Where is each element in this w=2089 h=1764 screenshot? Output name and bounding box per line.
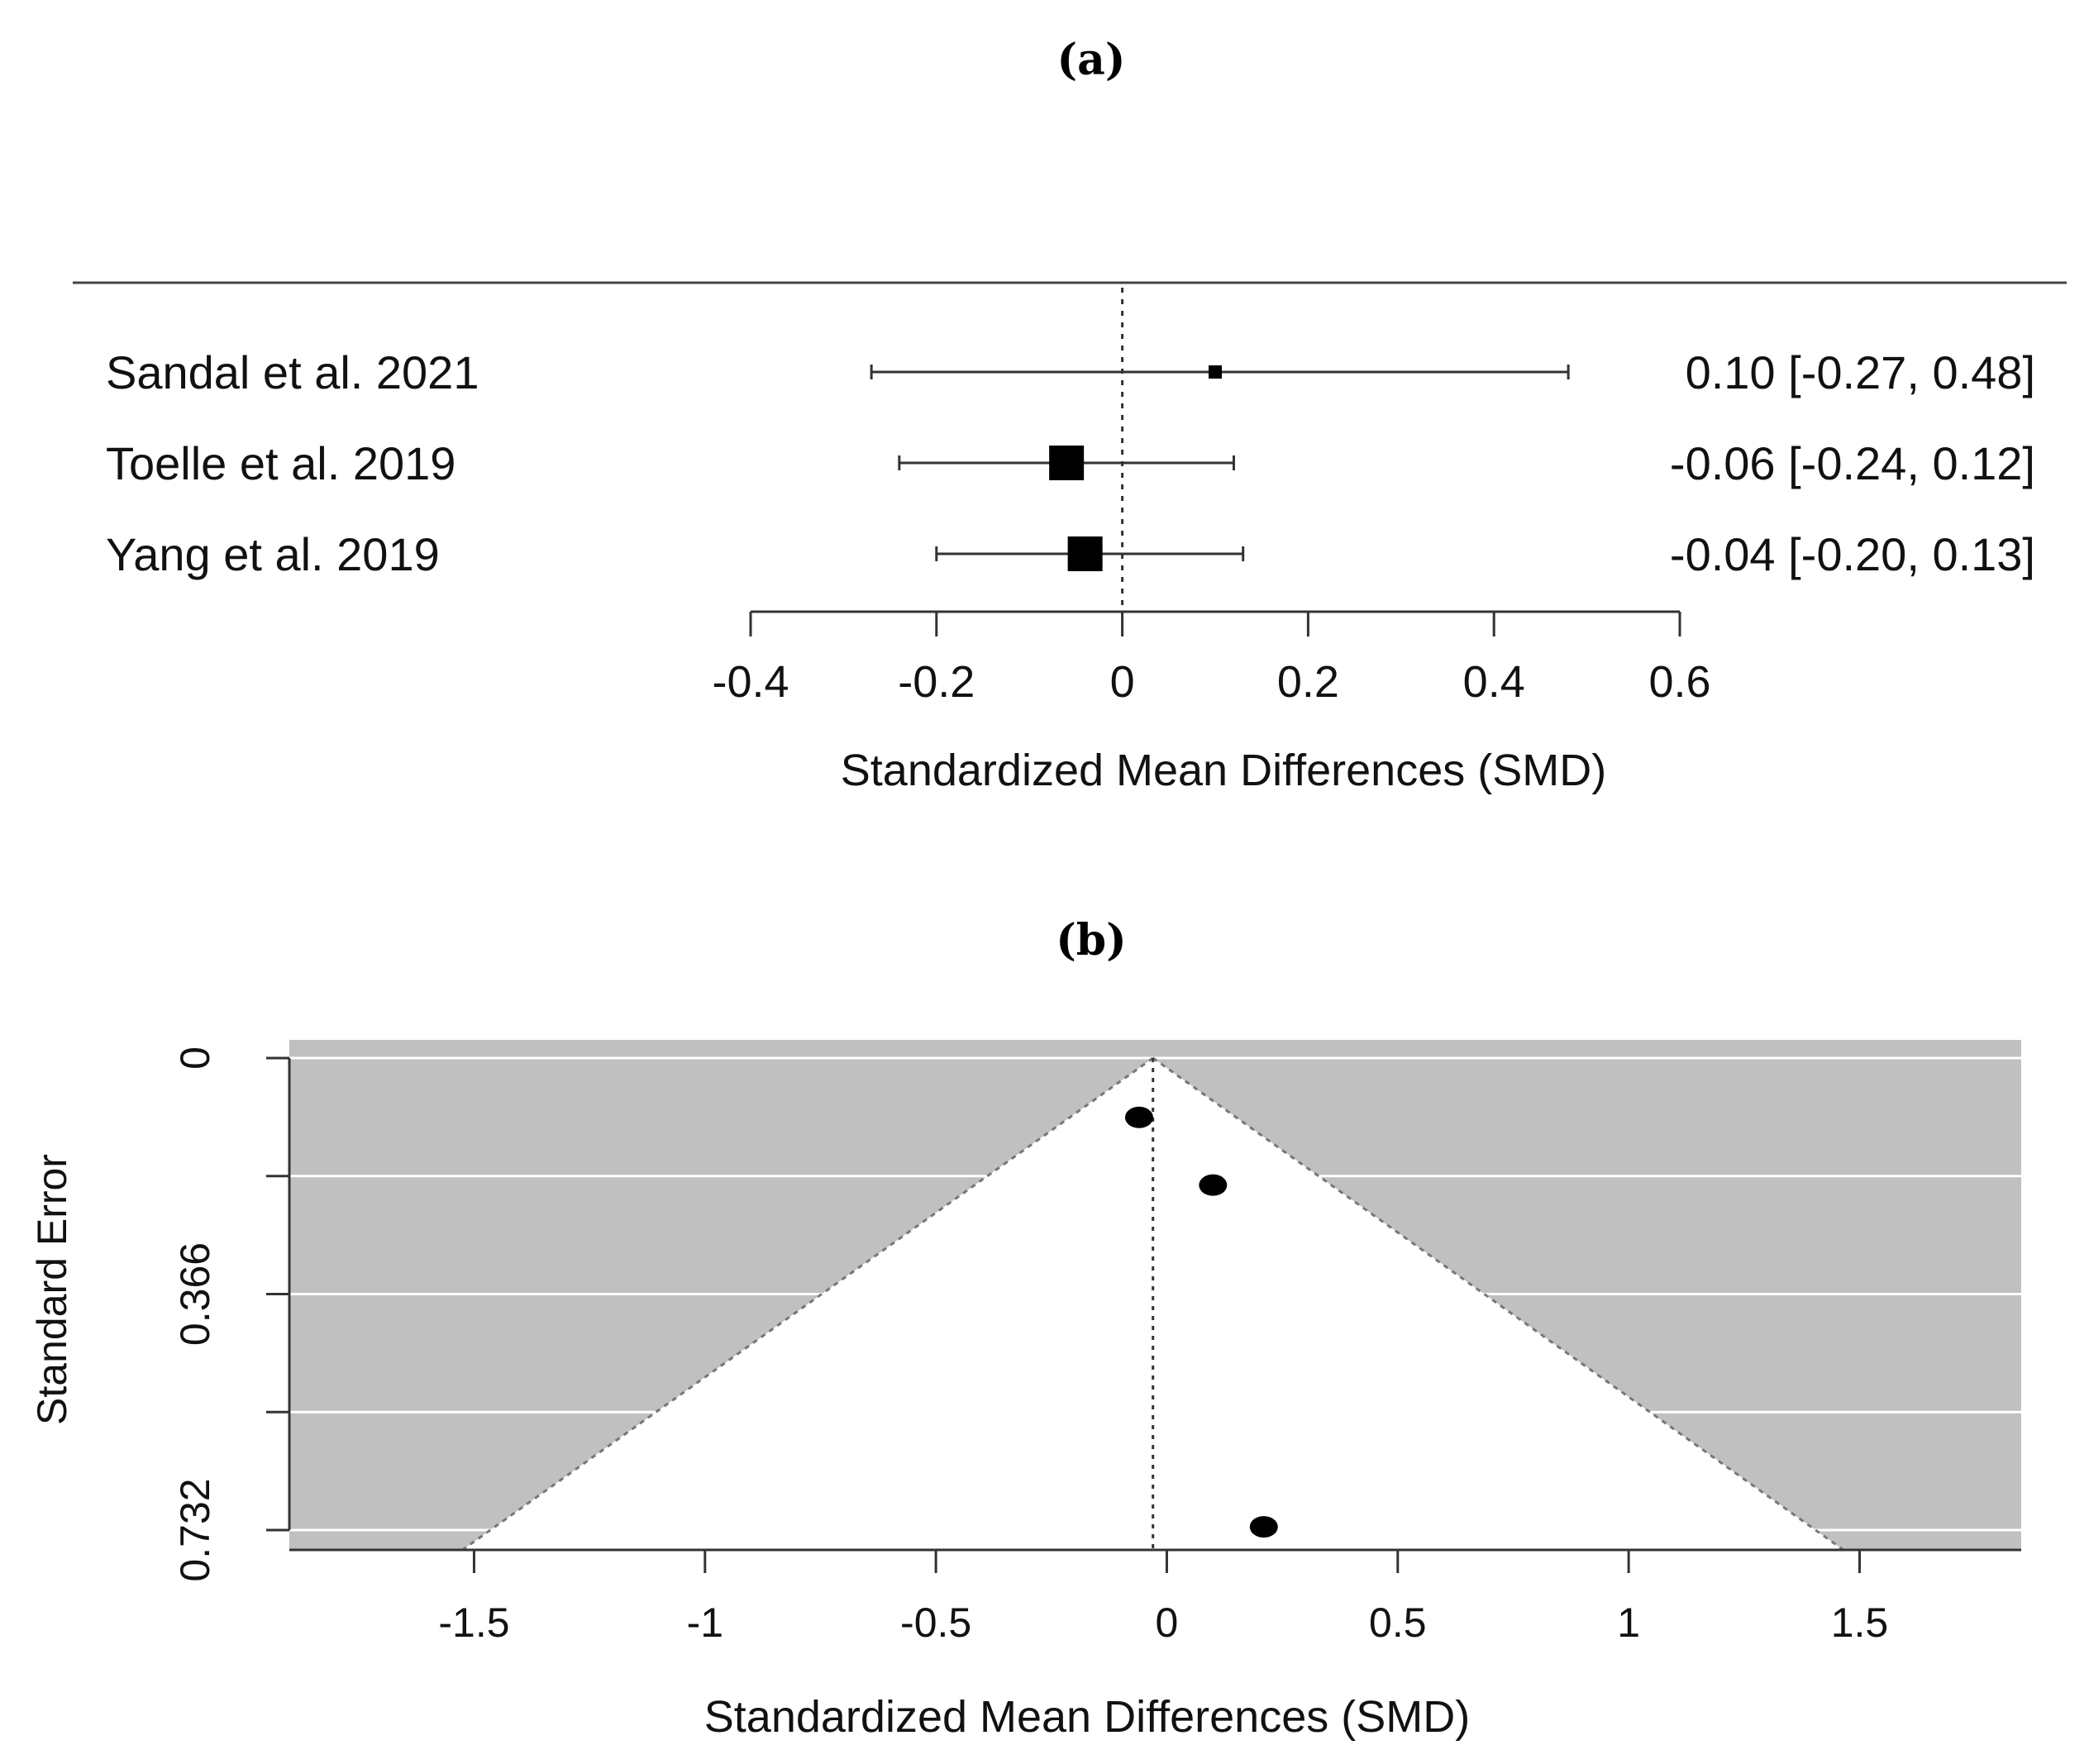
ci-value-label: -0.04 [-0.20, 0.13]	[1670, 528, 2035, 580]
x-tick-label: 0.2	[1277, 657, 1339, 707]
funnel-edge-left	[461, 1056, 1154, 1552]
study-point	[1199, 1174, 1228, 1196]
y-tick-label: 0.732	[172, 1478, 218, 1581]
effect-square	[1067, 536, 1103, 571]
x-tick-label: 1.5	[1831, 1600, 1889, 1646]
x-tick-label: -1	[687, 1600, 723, 1646]
x-tick-label: -0.2	[898, 657, 975, 707]
x-axis-title: Standardized Mean Differences (SMD)	[841, 746, 1606, 795]
study-label: Yang et al. 2019	[106, 528, 440, 580]
y-tick-label: 0	[172, 1046, 218, 1070]
y-axis-title: Standard Error	[29, 1154, 75, 1425]
x-tick-label: 0.4	[1463, 657, 1525, 707]
x-tick-label: 0	[1156, 1600, 1179, 1646]
x-tick-label: -0.4	[712, 657, 789, 707]
study-point	[1124, 1106, 1153, 1128]
x-tick-label: 0	[1110, 657, 1135, 707]
ci-value-label: -0.06 [-0.24, 0.12]	[1670, 437, 2035, 489]
forest-plot: Sandal et al. 2021 0.10 [-0.27, 0.48] Toel…	[73, 281, 2067, 795]
effect-square	[1209, 365, 1222, 379]
study-label: Sandal et al. 2021	[106, 346, 479, 398]
study-label: Toelle et al. 2019	[106, 437, 455, 489]
funnel-plot: 0 0.366 0.732 Standard Error -1.5 -1 -0.5 0 0.5 1…	[29, 1040, 2021, 1742]
effect-square	[1049, 446, 1085, 480]
x-tick-label: -0.5	[900, 1600, 971, 1646]
funnel-region	[462, 1058, 1843, 1550]
x-tick-label: 0.6	[1648, 657, 1710, 707]
y-tick-label: 0.366	[172, 1242, 218, 1346]
study-point	[1249, 1516, 1278, 1538]
x-axis-title: Standardized Mean Differences (SMD)	[704, 1692, 1470, 1742]
x-tick-label: 1	[1617, 1600, 1640, 1646]
funnel-edge-right	[1152, 1056, 1844, 1552]
panel-b-label: (b)	[1056, 915, 1127, 965]
x-tick-label: 0.5	[1369, 1600, 1427, 1646]
x-tick-label: -1.5	[438, 1600, 509, 1646]
panel-a-label: (a)	[1057, 35, 1126, 85]
ci-value-label: 0.10 [-0.27, 0.48]	[1686, 346, 2035, 398]
